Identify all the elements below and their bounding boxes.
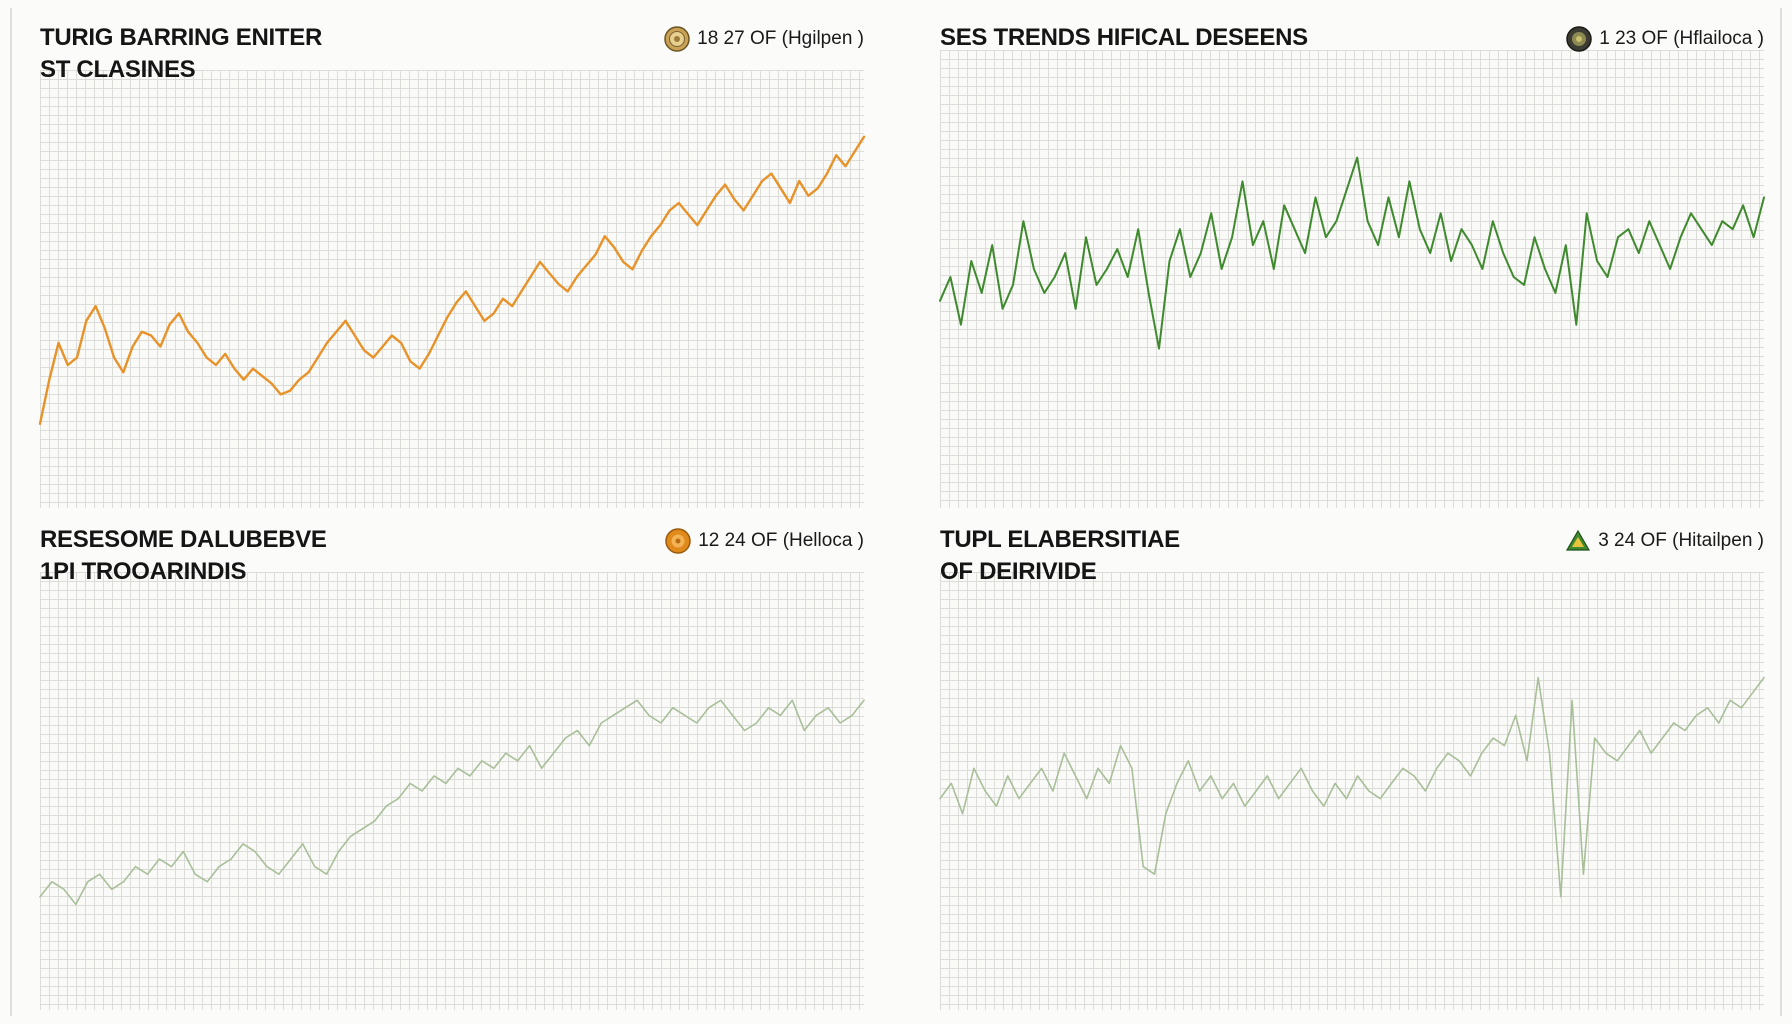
chart-title: RESESOME DALUBEBVE 1PI TROOARINDIS (40, 524, 327, 588)
chart-grid (40, 70, 864, 508)
series-line-1 (939, 156, 1765, 350)
line-chart-4 (939, 676, 1765, 898)
series-line-1 (38, 135, 866, 425)
chart-title-line-2: ST CLASINES (40, 56, 196, 83)
chart-panel-2: SES TRENDS HIFICAL DESEENS 1 23 OF (Hfla… (939, 8, 1765, 508)
dark-coin-icon (1566, 26, 1593, 52)
chart-meta-text: 1 23 OF (Hflailoca ) (1599, 28, 1764, 49)
chart-grid (40, 572, 864, 1010)
chart-title-line-1: SES TRENDS HIFICAL DESEENS (940, 24, 1308, 51)
chart-meta: 18 27 OF (Hgilpen ) (664, 26, 864, 52)
chart-title: SES TRENDS HIFICAL DESEENS (940, 22, 1308, 54)
chart-panel-3: RESESOME DALUBEBVE 1PI TROOARINDIS 12 24… (39, 510, 865, 1010)
chart-title: TURIG BARRING ENITER ST CLASINES (40, 22, 322, 86)
series-line-1 (39, 699, 865, 906)
chart-meta: 1 23 OF (Hflailoca ) (1566, 26, 1764, 52)
chart-meta: 3 24 OF (Hitailpen ) (1565, 528, 1764, 554)
chart-panel-4: TUPL ELABERSITIAE OF DEIRIVIDE 3 24 OF (… (939, 510, 1765, 1010)
chart-meta-text: 18 27 OF (Hgilpen ) (697, 28, 864, 49)
chart-title-line-1: RESESOME DALUBEBVE (40, 526, 327, 553)
chart-panel-1: TURIG BARRING ENITER ST CLASINES 18 27 O… (38, 8, 866, 508)
orange-coin-icon (665, 528, 691, 554)
chart-title-line-1: TUPL ELABERSITIAE (940, 526, 1180, 553)
chart-title-line-2: OF DEIRIVIDE (940, 558, 1097, 585)
chart-grid (940, 50, 1764, 508)
chart-grid (940, 572, 1764, 1010)
chart-meta-text: 12 24 OF (Helloca ) (698, 530, 864, 551)
chart-title-line-2: 1PI TROOARINDIS (40, 558, 247, 585)
series-line-1 (939, 676, 1765, 898)
gold-coin-icon (664, 26, 690, 52)
green-triangle-icon (1566, 529, 1591, 551)
line-chart-2 (939, 156, 1765, 350)
line-chart-1 (38, 135, 866, 425)
chart-meta-text: 3 24 OF (Hitailpen ) (1598, 530, 1764, 551)
chart-title: TUPL ELABERSITIAE OF DEIRIVIDE (940, 524, 1180, 588)
chart-title-line-1: TURIG BARRING ENITER (40, 24, 323, 51)
line-chart-3 (39, 699, 865, 906)
chart-meta: 12 24 OF (Helloca ) (665, 528, 864, 554)
